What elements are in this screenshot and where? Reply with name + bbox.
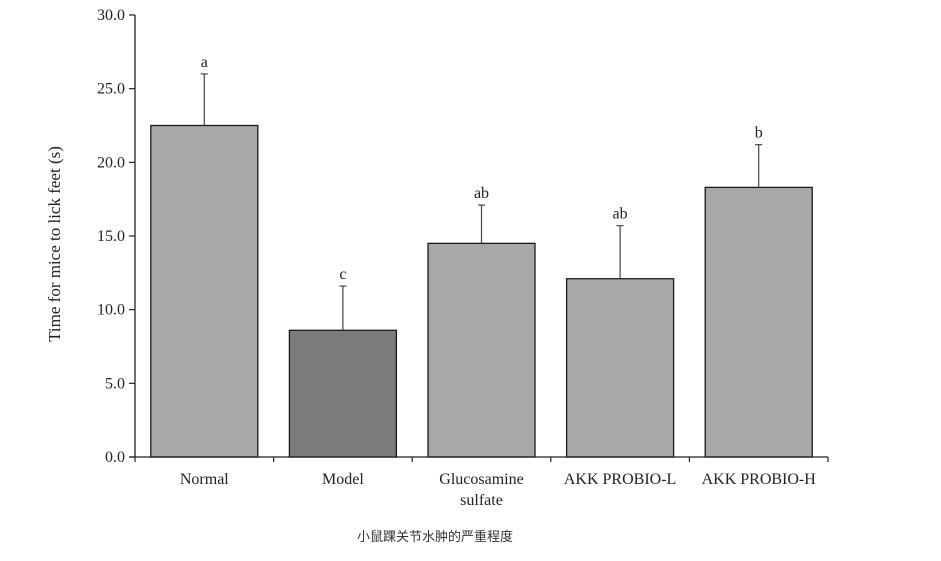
significance-label: ab [613,206,628,223]
x-tick-label-line: AKK PROBIO-H [702,471,817,488]
figure-caption: 小鼠踝关节水肿的严重程度 [356,530,513,545]
bar [288,329,398,458]
significance-label: c [339,266,346,283]
bar [150,124,259,458]
y-tick-label: 0.0 [105,449,125,466]
y-axis-label: Time for mice to lick feet (s) [45,146,64,342]
y-tick-label: 10.0 [97,302,125,319]
x-tick-label: Glucosamine sulfate [439,471,523,509]
x-tick-label-line: Model [322,471,364,488]
bar [427,242,536,458]
y-tick-label: 15.0 [97,228,125,245]
x-tick-label: AKK PROBIO-H [702,471,817,488]
x-tick-label: Model [322,471,364,488]
y-axis-title: Time for mice to lick feet (s) [45,146,64,342]
axes [129,15,829,462]
x-tick-label: Normal [180,471,229,488]
x-tick-label-line: Normal [180,471,229,488]
category-labels: Normal Model Glucosamine sulfate AKK PROBIO-… [180,471,816,509]
significance-label: a [201,54,208,71]
significance-label: b [755,125,763,142]
y-tick-label: 30.0 [97,7,125,24]
bar [704,186,813,458]
y-tick-label: 20.0 [97,154,125,171]
y-tick-label: 25.0 [97,81,125,98]
x-tick-label-line: AKK PROBIO-L [564,471,676,488]
x-tick-label-line: Glucosamine [439,471,523,488]
x-tick-label: AKK PROBIO-L [564,471,676,488]
bar [565,278,675,458]
bars: a c ab ab b [150,54,813,458]
y-axis-ticks: 0.0 5.0 10.0 15.0 20.0 25.0 30.0 [97,7,135,466]
y-tick-label: 5.0 [105,375,125,392]
significance-label: ab [474,185,489,202]
x-tick-label-line: sulfate [460,492,503,509]
